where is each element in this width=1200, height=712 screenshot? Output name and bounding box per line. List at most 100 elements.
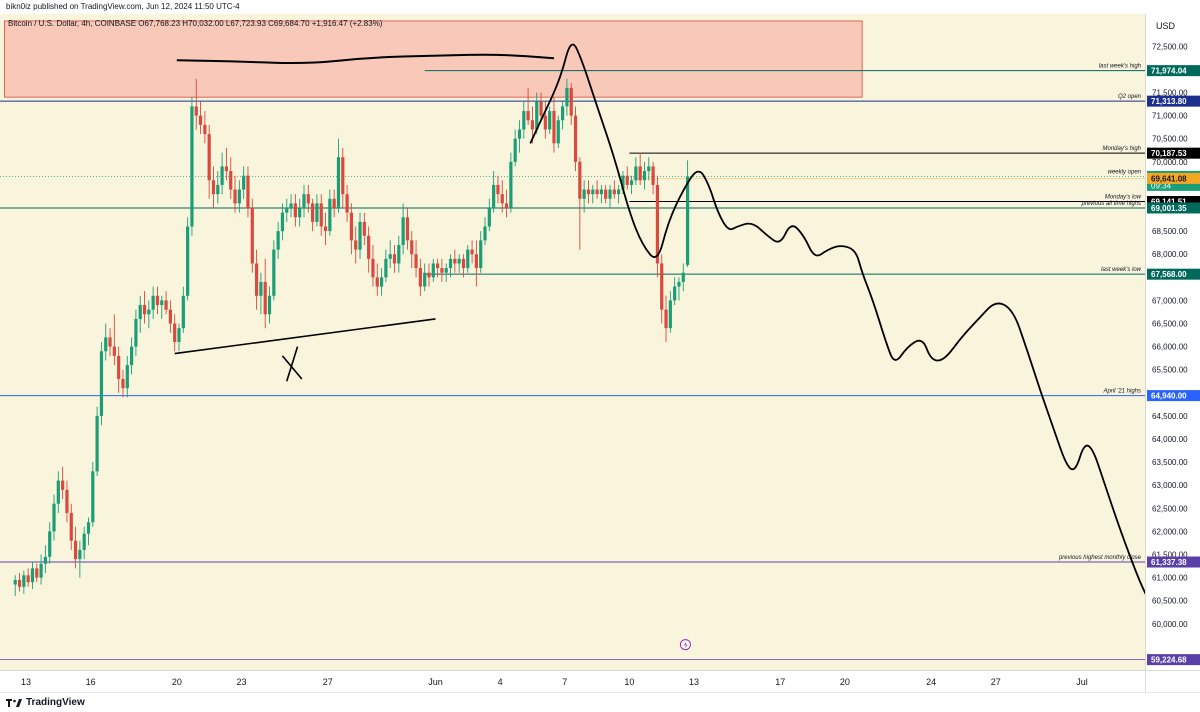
level-note: April '21 highs [1103, 389, 1142, 395]
x-mark-stroke [281, 355, 303, 380]
chart-svg[interactable]: last week's high Q2 open Monday's high week… [0, 14, 1150, 670]
y-tick-label: 60,000.00 [1152, 620, 1188, 629]
countdown-label: 09:34 [1151, 181, 1172, 190]
candle-body [470, 249, 474, 255]
candle-body [599, 189, 603, 195]
chart-plot-area[interactable]: last week's high Q2 open Monday's high week… [0, 14, 1150, 670]
price-level-label: 69,641.08 [1151, 174, 1187, 183]
price-level-label-bg [1147, 195, 1200, 207]
candle-body [198, 115, 203, 125]
candle-body [43, 556, 47, 564]
y-tick-label: 72,500.00 [1152, 42, 1188, 51]
candle-body [379, 277, 384, 287]
candle-body [164, 300, 168, 310]
candle-body [95, 415, 99, 472]
candle-body [69, 512, 73, 541]
level-note: last week's low [1101, 267, 1141, 273]
y-tick-label: 62,500.00 [1152, 504, 1188, 513]
candle-body [345, 194, 349, 213]
time-axis-svg[interactable]: 13 16 20 23 27 Jun 4 7 10 13 17 20 24 27 Jul [0, 671, 1145, 693]
candle-body [513, 138, 517, 162]
candle-body [560, 106, 565, 121]
candle-body [621, 175, 625, 190]
price-level-label: 64,940.00 [1151, 392, 1187, 401]
y-tick-label: 61,000.00 [1152, 574, 1188, 583]
candle-body [647, 166, 651, 172]
candle-body [487, 208, 491, 227]
candle-body [142, 305, 147, 315]
candle-body [280, 212, 285, 232]
price-level-label-bg [1147, 172, 1200, 184]
candle-body [427, 272, 431, 278]
candle-body [453, 258, 457, 264]
attribution-bar: bikn0iz published on TradingView.com, Ju… [0, 0, 1200, 14]
candle-body [431, 263, 435, 278]
y-tick-label: 68,500.00 [1152, 227, 1188, 236]
candle-body [306, 194, 310, 204]
candle-body [509, 161, 513, 209]
candle-body [436, 263, 440, 269]
price-axis-svg[interactable]: USD 72,500.00 71,500.00 71,000.00 70,500.00… [1146, 14, 1200, 670]
candle-body [246, 175, 250, 209]
candle-body [479, 240, 483, 269]
candle-body [354, 240, 358, 250]
candle-body [612, 189, 616, 195]
x-tick-label: 4 [498, 677, 503, 687]
candle-body [552, 111, 556, 144]
footer-brand: TradingView [26, 697, 85, 708]
candle-body [362, 221, 366, 236]
candle-body [375, 277, 379, 287]
y-tick-label: 65,500.00 [1152, 366, 1188, 375]
ascending-support-line [174, 318, 436, 355]
legend-symbol-ohlc: Bitcoin / U.S. Dollar, 4h, COINBASE O67,… [8, 19, 383, 28]
projection-path [529, 43, 1150, 602]
time-axis[interactable]: 13 16 20 23 27 Jun 4 7 10 13 17 20 24 27 Jul [0, 670, 1145, 692]
y-tick-label: 64,000.00 [1152, 435, 1188, 444]
y-tick-label: 60,500.00 [1152, 597, 1188, 606]
x-tick-label: 17 [775, 677, 785, 687]
price-level-label: 67,568.00 [1151, 270, 1187, 279]
price-level-label: 71,313.80 [1151, 97, 1187, 106]
price-level-label: 69,141.51 [1151, 197, 1187, 206]
candle-body [117, 355, 121, 379]
candle-body [392, 254, 397, 264]
x-tick-label: 27 [323, 677, 333, 687]
candle-body [440, 268, 444, 273]
candle-body [586, 189, 591, 195]
candle-body [668, 300, 672, 329]
y-tick-label: 71,000.00 [1152, 112, 1188, 121]
candle-body [181, 295, 185, 329]
candle-body [604, 189, 608, 199]
candle-body [263, 281, 267, 315]
axis-corner [1145, 670, 1200, 692]
candle-body [539, 101, 543, 116]
price-level-label-bg [1147, 268, 1200, 280]
candle-body [323, 226, 328, 232]
price-level-label-bg [1147, 390, 1200, 402]
candle-body [526, 111, 530, 121]
candle-body [483, 226, 487, 241]
attribution-text: bikn0iz published on TradingView.com, Ju… [6, 2, 240, 11]
x-tick-label: 10 [624, 677, 634, 687]
candle-body [311, 203, 315, 222]
level-note: Q2 open [1118, 94, 1142, 100]
candle-body [134, 318, 138, 347]
candle-body [203, 124, 207, 135]
candle-body [138, 305, 142, 319]
candle-body [30, 568, 35, 583]
candle-body [522, 111, 526, 130]
candle-body [530, 120, 535, 130]
candle-body [104, 337, 108, 352]
price-axis[interactable]: USD 72,500.00 71,500.00 71,000.00 70,500.00… [1145, 14, 1200, 670]
top-wave-drawing [176, 53, 555, 65]
candle-body [418, 268, 422, 287]
candle-body [61, 480, 65, 490]
candle-body [39, 563, 43, 578]
x-tick-label: Jun [428, 677, 443, 687]
candle-body [617, 189, 621, 195]
candle-body [26, 575, 30, 583]
price-level-label-bg [1147, 556, 1200, 568]
candle-body [319, 203, 323, 227]
candle-body [336, 157, 341, 209]
price-level-label-bg [1147, 65, 1200, 77]
